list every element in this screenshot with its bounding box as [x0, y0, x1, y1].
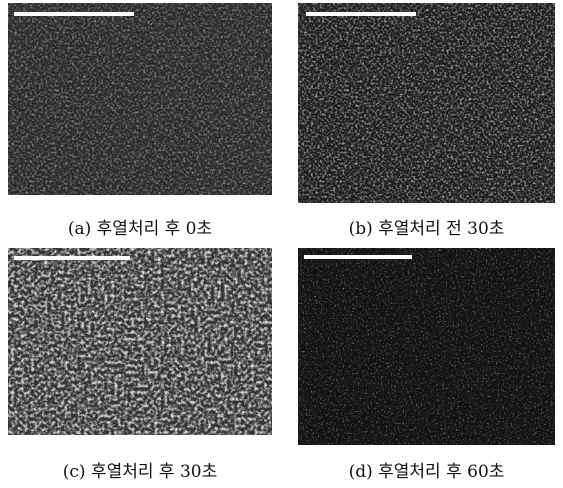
- figure: (a) 후열처리 후 0초 (b) 후열처리 전 30초 (c) 후열처리 후 …: [0, 0, 563, 488]
- caption: (b) 후열처리 전 30초: [298, 214, 555, 239]
- caption: (d) 후열처리 후 60초: [298, 457, 555, 482]
- sem-image: [8, 3, 272, 195]
- caption: (a) 후열처리 후 0초: [8, 214, 272, 239]
- caption: (c) 후열처리 후 30초: [8, 457, 272, 482]
- sem-image: [8, 248, 272, 435]
- scale-bar: [304, 255, 412, 259]
- scale-bar: [14, 256, 130, 260]
- scale-bar: [306, 12, 416, 16]
- sem-image: [298, 3, 555, 203]
- scale-bar: [14, 12, 134, 16]
- sem-image: [298, 248, 555, 445]
